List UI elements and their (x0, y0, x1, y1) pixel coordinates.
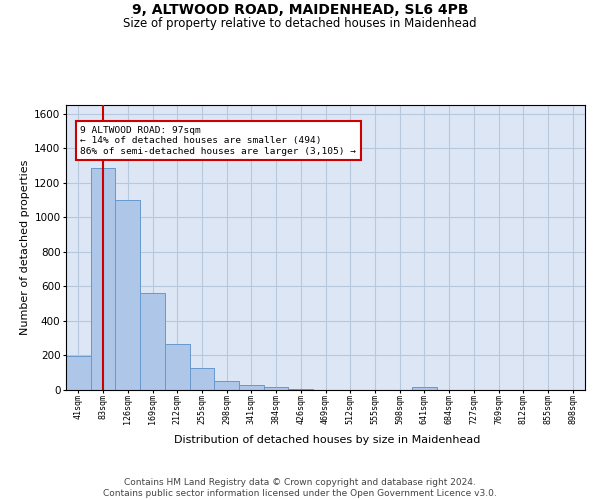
Bar (140, 294, 165, 390)
Bar (412, 387, 437, 390)
Bar (66, 356, 91, 390)
Bar (264, 387, 289, 390)
Text: Distribution of detached houses by size in Maidenhead: Distribution of detached houses by size … (174, 435, 480, 445)
Text: Size of property relative to detached houses in Maidenhead: Size of property relative to detached ho… (123, 17, 477, 30)
Bar (239, 385, 264, 390)
Text: 9 ALTWOOD ROAD: 97sqm
← 14% of detached houses are smaller (494)
86% of semi-det: 9 ALTWOOD ROAD: 97sqm ← 14% of detached … (80, 126, 356, 156)
Bar (190, 368, 214, 390)
Bar (289, 389, 313, 390)
Y-axis label: Number of detached properties: Number of detached properties (20, 160, 30, 335)
Bar (115, 200, 140, 390)
Bar (165, 344, 190, 390)
Text: 9, ALTWOOD ROAD, MAIDENHEAD, SL6 4PB: 9, ALTWOOD ROAD, MAIDENHEAD, SL6 4PB (132, 2, 468, 16)
Bar (91, 168, 115, 390)
Bar (214, 380, 239, 390)
Text: Contains HM Land Registry data © Crown copyright and database right 2024.
Contai: Contains HM Land Registry data © Crown c… (103, 478, 497, 498)
